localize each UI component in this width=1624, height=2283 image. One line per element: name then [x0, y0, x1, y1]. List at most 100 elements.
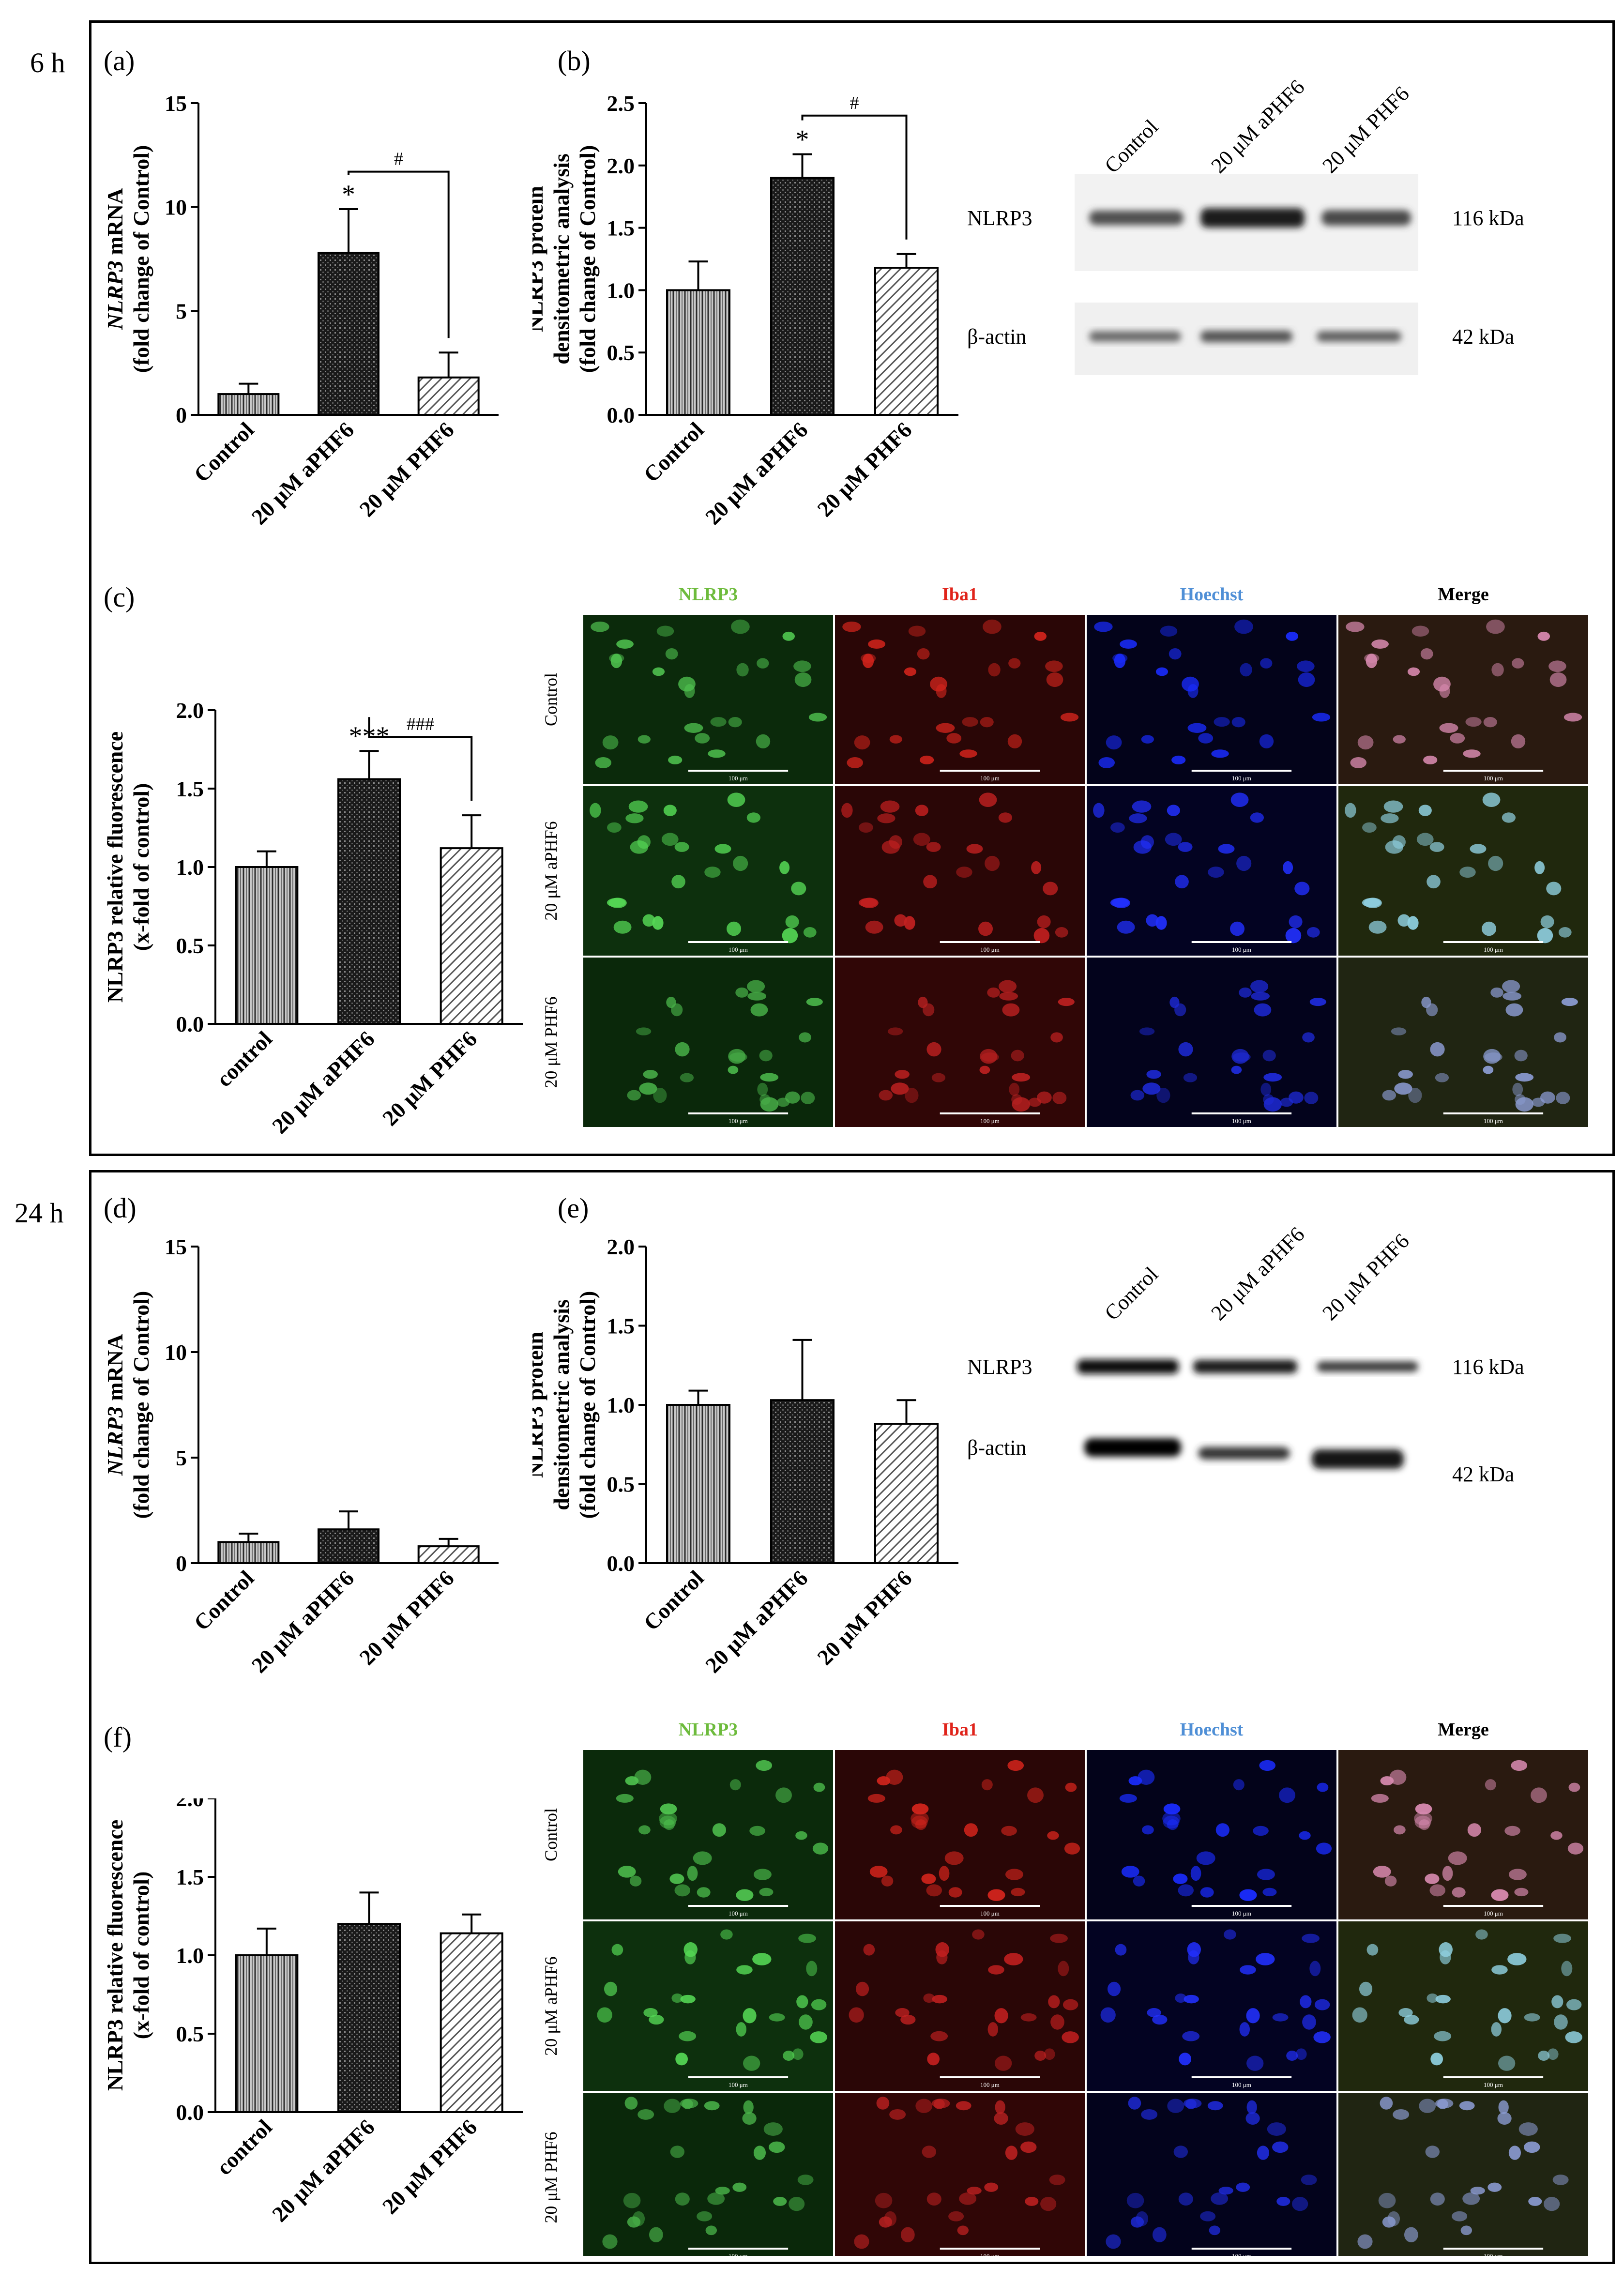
blot-6h-nlrp3-band-2 — [1321, 210, 1411, 226]
blot-24h-lane-label-2: 20 μM PHF6 — [1318, 1229, 1413, 1325]
micro-24h-image-r2-c0: 100 μm — [583, 2093, 833, 2262]
chart-a-bracket — [348, 170, 450, 338]
panel-label-e: (e) — [558, 1192, 589, 1224]
chart-a-category-label-2: 20 μM PHF6 — [354, 417, 458, 521]
bar-chart-a: 0 5 10 15 NLRP3 mRNA (fold change of Control)… — [97, 80, 532, 564]
chart-d-bar-0 — [217, 1541, 280, 1565]
bar-chart-e: 0.0 0.5 1.0 1.5 2.0 NLRP3 protein densitometri… — [523, 1227, 968, 1711]
blot-24h-actin-band-1 — [1198, 1447, 1290, 1460]
micro-6h-image-r2-c1: 100 μm — [835, 958, 1085, 1127]
panel-label-b: (b) — [558, 45, 591, 76]
blot-6h-nlrp3-band-0 — [1089, 211, 1184, 225]
blot-6h-lane-label-1: 20 μM aPHF6 — [1206, 75, 1309, 178]
chart-d-category-label-1: 20 μM aPHF6 — [247, 1566, 359, 1678]
chart-f-ytick-label: 1.0 — [176, 1943, 204, 1968]
chart-f-ytick-label: 1.5 — [176, 1865, 204, 1889]
blot-24h-nlrp3-band-2 — [1317, 1361, 1418, 1372]
chart-e-category-label-2: 20 μM PHF6 — [812, 1566, 916, 1670]
chart-e-ylabel: (fold change of Control) — [575, 1291, 600, 1519]
blot-6h-actin-band-1 — [1200, 331, 1292, 342]
micro-6h-image-r0-c1: 100 μm — [835, 615, 1085, 784]
chart-e-bar-1 — [770, 1399, 835, 1564]
blot-24h-row-size-0: 116 kDa — [1452, 1355, 1524, 1379]
svg-text:100 μm: 100 μm — [980, 2253, 1000, 2256]
micro-6h-channel-header-2: Hoechst — [1180, 584, 1244, 605]
svg-text:100 μm: 100 μm — [1484, 946, 1503, 953]
chart-e-ytick-label: 0.5 — [607, 1472, 635, 1497]
chart-b-ytick-label: 2.5 — [607, 91, 635, 116]
micro-24h-image-r1-c3: 100 μm — [1338, 1921, 1588, 2091]
chart-e-bar-2 — [874, 1423, 939, 1564]
chart-b-ylabel: (fold change of Control) — [575, 145, 600, 373]
micro-6h-image-r1-c0: 100 μm — [583, 786, 833, 956]
chart-b-ylabel: NLRP3 protein — [532, 186, 547, 332]
micro-24h-row-label-2: 20 μM PHF6 — [541, 2131, 561, 2223]
chart-d-ytick-label: 15 — [165, 1234, 187, 1259]
bar-chart-f: 0.0 0.5 1.0 1.5 2.0 NLRP3 relative fluorescen… — [97, 1786, 581, 2263]
chart-a-ytick-label: 5 — [176, 299, 187, 323]
svg-text:100 μm: 100 μm — [1232, 946, 1251, 953]
blot-24h-nlrp3-band-0 — [1077, 1359, 1179, 1374]
chart-c-ylabel: NLRP3 relative fluorescence — [103, 731, 127, 1003]
micro-6h-row-label-0: Control — [541, 673, 561, 726]
chart-f-ylabel: NLRP3 relative fluorescence — [103, 1820, 127, 2091]
svg-text:100 μm: 100 μm — [1484, 2081, 1503, 2088]
svg-text:100 μm: 100 μm — [980, 1910, 1000, 1917]
panel-label-a: (a) — [104, 45, 135, 76]
chart-c-ytick-label: 0.5 — [176, 933, 204, 958]
svg-text:100 μm: 100 μm — [729, 1910, 748, 1917]
chart-d-category-label-2: 20 μM PHF6 — [354, 1566, 458, 1670]
panel-label-f: (f) — [104, 1721, 132, 1753]
chart-b-bar-1 — [770, 177, 835, 416]
chart-c-ylabel: (x-fold of control) — [129, 783, 153, 951]
chart-a-ytick-label: 15 — [165, 91, 187, 116]
blot-24h-nlrp3-band-1 — [1193, 1360, 1297, 1373]
micro-6h-image-r1-c1: 100 μm — [835, 786, 1085, 956]
micro-24h-image-r1-c1: 100 μm — [835, 1921, 1085, 2091]
svg-text:100 μm: 100 μm — [729, 2081, 748, 2088]
chart-f-ytick-label: 0.5 — [176, 2022, 204, 2046]
chart-e-ylabel: NLRP3 protein — [532, 1332, 547, 1478]
chart-f-category-label-0: control — [212, 2115, 277, 2180]
svg-text:100 μm: 100 μm — [729, 946, 748, 953]
western-blot-24h: Control 20 μM aPHF6 20 μM PHF6 NLRP3 116 kDa… — [958, 1220, 1588, 1535]
svg-text:100 μm: 100 μm — [980, 2081, 1000, 2088]
chart-b-ytick-label: 0.0 — [607, 403, 635, 427]
chart-a-significance-1: * — [342, 180, 355, 210]
blot-6h-row-label-1: β-actin — [967, 325, 1027, 349]
blot-6h-row-size-1: 42 kDa — [1452, 325, 1514, 349]
blot-24h-row-label-0: NLRP3 — [967, 1355, 1032, 1379]
chart-f-category-label-1: 20 μM aPHF6 — [267, 2115, 379, 2227]
chart-d-ytick-label: 0 — [176, 1551, 187, 1576]
svg-text:100 μm: 100 μm — [1232, 2081, 1251, 2088]
chart-b-bar-2 — [874, 267, 939, 416]
chart-d-bar-2 — [417, 1545, 480, 1564]
micro-6h-image-r0-c2: 100 μm — [1087, 615, 1336, 784]
svg-text:100 μm: 100 μm — [980, 1117, 1000, 1125]
chart-d-bar-1 — [318, 1528, 379, 1564]
svg-text:100 μm: 100 μm — [1484, 1910, 1503, 1917]
blot-24h-actin-band-2 — [1312, 1449, 1404, 1469]
micro-24h-row-label-0: Control — [541, 1808, 561, 1861]
chart-a-bracket-label: # — [394, 149, 403, 169]
chart-d-ytick-label: 10 — [165, 1340, 187, 1365]
chart-f-bar-0 — [235, 1954, 299, 2113]
chart-c-category-label-2: 20 μM PHF6 — [378, 1026, 482, 1130]
svg-text:100 μm: 100 μm — [729, 775, 748, 782]
micro-6h-image-r1-c2: 100 μm — [1087, 786, 1336, 956]
chart-a-ytick-label: 10 — [165, 195, 187, 220]
svg-text:100 μm: 100 μm — [1232, 1910, 1251, 1917]
micro-24h-channel-header-0: NLRP3 — [679, 1720, 738, 1740]
blot-24h-lane-label-0: Control — [1100, 1262, 1163, 1325]
chart-b-bracket-label: # — [850, 93, 859, 113]
blot-6h-row-size-0: 116 kDa — [1452, 206, 1524, 230]
chart-e-ytick-label: 1.5 — [607, 1314, 635, 1339]
micro-24h-image-r0-c1: 100 μm — [835, 1750, 1085, 1919]
chart-f-ytick-label: 2.0 — [176, 1798, 204, 1811]
blot-6h-actin-band-0 — [1089, 331, 1181, 342]
chart-f-ytick-label: 0.0 — [176, 2100, 204, 2125]
micro-24h-image-r1-c0: 100 μm — [583, 1921, 833, 2091]
chart-b-category-label-0: Control — [639, 417, 709, 487]
chart-c-bracket — [368, 717, 473, 801]
chart-d-ytick-label: 5 — [176, 1446, 187, 1470]
